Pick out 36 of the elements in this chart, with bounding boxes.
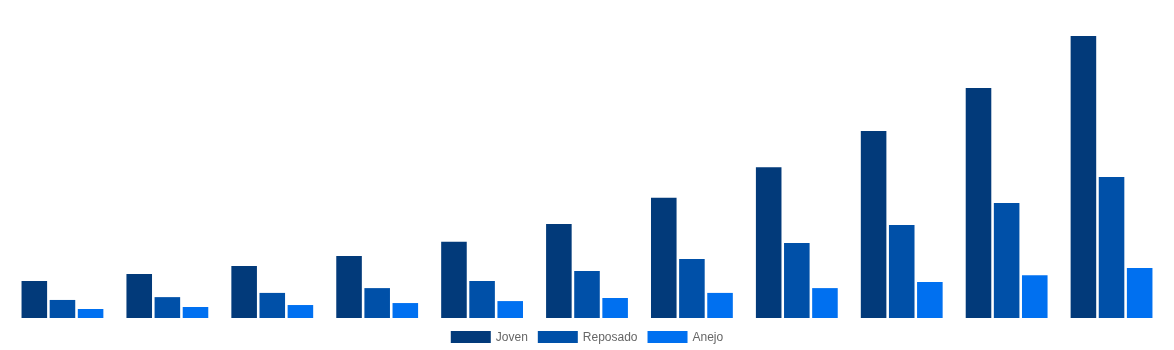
bar: [259, 292, 286, 318]
bar: [49, 299, 76, 318]
bar: [364, 288, 390, 318]
bar: [182, 307, 209, 318]
bar: [469, 281, 495, 318]
bar: [546, 224, 572, 318]
bar: [602, 297, 628, 318]
bar: [1070, 36, 1097, 318]
bar: [154, 297, 181, 318]
bar: [707, 292, 733, 318]
bar: [812, 288, 838, 318]
bar: [287, 305, 314, 318]
legend-label: Anejo: [692, 330, 724, 344]
bar: [21, 281, 48, 318]
bar: [231, 266, 257, 318]
bar: [917, 281, 943, 318]
bar: [1098, 177, 1125, 318]
bar: [126, 274, 153, 318]
bar: [497, 301, 524, 318]
bar: [784, 242, 810, 318]
legend-label: Joven: [495, 330, 528, 344]
bar: [441, 241, 467, 318]
bar: [965, 87, 992, 318]
bar: [679, 259, 705, 318]
bar: [650, 197, 677, 318]
bar: [574, 270, 600, 318]
bar: [77, 308, 104, 318]
bar: [1021, 275, 1048, 318]
bar: [1126, 268, 1153, 318]
bar: [755, 167, 782, 318]
legend-label: Reposado: [582, 330, 638, 344]
bar: [392, 303, 419, 318]
bar: [993, 202, 1020, 318]
bar: [336, 255, 362, 318]
bar: [888, 224, 915, 318]
bar: [860, 131, 887, 318]
